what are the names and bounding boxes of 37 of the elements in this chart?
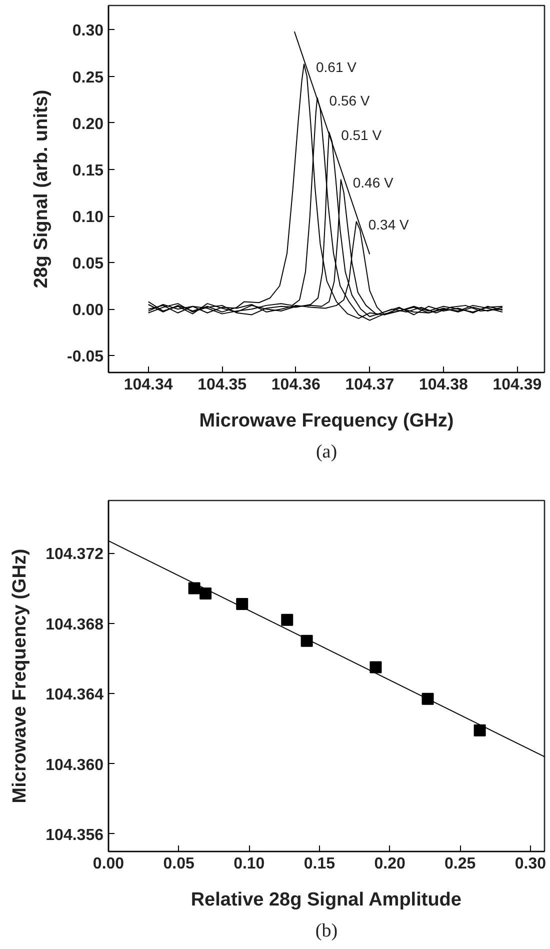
- series-label: 0.51 V: [341, 127, 382, 144]
- x-axis-title: Microwave Frequency (GHz): [199, 410, 454, 432]
- y-tick-label: 0.00: [72, 302, 104, 320]
- y-tick-label: 104.368: [46, 616, 104, 634]
- x-tick-label: 0.05: [163, 856, 194, 872]
- x-axis-title: Relative 28g Signal Amplitude: [190, 890, 462, 910]
- y-tick-label: 104.372: [46, 546, 104, 564]
- x-tick-label: 0.20: [374, 856, 406, 872]
- x-tick-label: 0.25: [444, 856, 476, 872]
- x-tick-label: 104.35: [198, 376, 247, 394]
- x-tick-label: 0.30: [514, 856, 546, 872]
- x-tick-label: 104.36: [271, 376, 320, 394]
- y-tick-label: 0.15: [72, 162, 104, 180]
- y-tick-label: 104.360: [46, 756, 104, 774]
- y-tick-label: 104.364: [46, 686, 104, 704]
- x-tick-label: 0.00: [92, 856, 124, 872]
- x-tick-label: 104.37: [345, 376, 394, 394]
- y-axis-title: Microwave Frequency (GHz): [10, 548, 31, 804]
- x-tick-label: 0.10: [234, 856, 265, 872]
- y-axis-title: 28g Signal (arb. units): [31, 90, 52, 288]
- y-tick-label: 104.356: [46, 826, 104, 844]
- series-label: 0.56 V: [329, 92, 370, 109]
- y-tick-label: 0.25: [72, 69, 104, 86]
- text: (b): [315, 920, 338, 942]
- x-tick-label: 104.39: [492, 376, 542, 394]
- y-tick-label: -0.05: [67, 348, 104, 366]
- x-tick-label: 104.34: [124, 376, 173, 394]
- series-label: 0.46 V: [352, 174, 394, 191]
- x-tick-label: 104.38: [418, 376, 468, 394]
- y-tick-label: 0.30: [72, 22, 104, 40]
- x-tick-label: 0.15: [304, 856, 336, 872]
- series-label: 0.34 V: [368, 216, 410, 233]
- y-tick-label: 0.05: [72, 256, 104, 273]
- y-tick-label: 0.10: [72, 209, 104, 226]
- series-label: 0.61 V: [316, 59, 358, 76]
- y-tick-label: 0.20: [72, 116, 104, 133]
- text: (a): [316, 442, 338, 462]
